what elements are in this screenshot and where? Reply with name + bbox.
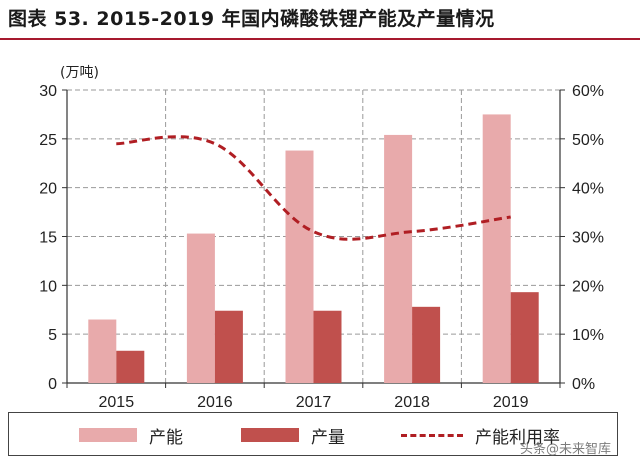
y-left-tick-label: 15 <box>39 230 57 247</box>
tick-labels: 0 5 10 15 20 25 30 0% 10% 20% 30% 40% 50% 60% (万吨) 2015… <box>39 65 604 410</box>
y-right-tick-label: 0% <box>572 376 595 393</box>
bar-capacity <box>88 319 117 383</box>
x-tick-label: 2019 <box>493 394 529 410</box>
bar-capacity <box>482 114 511 384</box>
x-tick-label: 2015 <box>99 394 135 410</box>
y-right-tick-label: 50% <box>572 132 604 149</box>
legend-swatch-utilization <box>401 433 463 437</box>
bar-capacity <box>186 233 215 383</box>
bar-output <box>412 306 441 383</box>
chart-area: 0 5 10 15 20 25 30 0% 10% 20% 30% 40% 50% 60% (万吨) 2015… <box>39 65 604 410</box>
legend-label-capacity: 产能 <box>149 427 183 448</box>
legend: 产能 产量 产能利用率 <box>8 412 618 456</box>
x-tick-label: 2016 <box>197 394 233 410</box>
y-left-tick-label: 30 <box>39 83 57 100</box>
line-utilization <box>116 135 511 241</box>
watermark-text: 头条@未来智库 <box>520 442 612 457</box>
bar-capacity <box>384 134 413 383</box>
y-right-tick-label: 10% <box>572 327 604 344</box>
legend-label-utilization: 产能利用率 <box>475 427 560 448</box>
y-left-unit-label: (万吨) <box>60 65 99 81</box>
y-right-tick-label: 30% <box>572 230 604 247</box>
legend-item-output: 产量 <box>241 425 345 448</box>
y-left-tick-label: 0 <box>48 376 57 393</box>
legend-item-capacity: 产能 <box>79 425 183 448</box>
y-right-tick-label: 40% <box>572 181 604 198</box>
title-divider <box>0 38 640 40</box>
bar-output <box>214 310 243 383</box>
legend-swatch-capacity <box>79 428 137 442</box>
bar-output <box>313 310 342 383</box>
bar-output <box>116 350 145 383</box>
y-left-tick-label: 20 <box>39 181 57 198</box>
chart-title: 图表 53. 2015-2019 年国内磷酸铁锂产能及产量情况 <box>8 8 495 30</box>
y-left-tick-label: 25 <box>39 132 57 149</box>
bar-capacity <box>285 150 314 383</box>
x-tick-label: 2018 <box>394 394 430 410</box>
line-group <box>116 135 511 241</box>
y-right-tick-label: 60% <box>572 83 604 100</box>
grid-lines <box>67 89 560 383</box>
bar-output <box>510 292 539 383</box>
legend-label-output: 产量 <box>311 427 345 448</box>
legend-item-utilization: 产能利用率 <box>401 425 560 448</box>
y-right-tick-label: 20% <box>572 278 604 295</box>
y-left-tick-label: 10 <box>39 278 57 295</box>
x-tick-label: 2017 <box>296 394 332 410</box>
legend-swatch-output <box>241 428 299 442</box>
bars-group <box>88 114 539 384</box>
y-left-tick-label: 5 <box>48 327 57 344</box>
